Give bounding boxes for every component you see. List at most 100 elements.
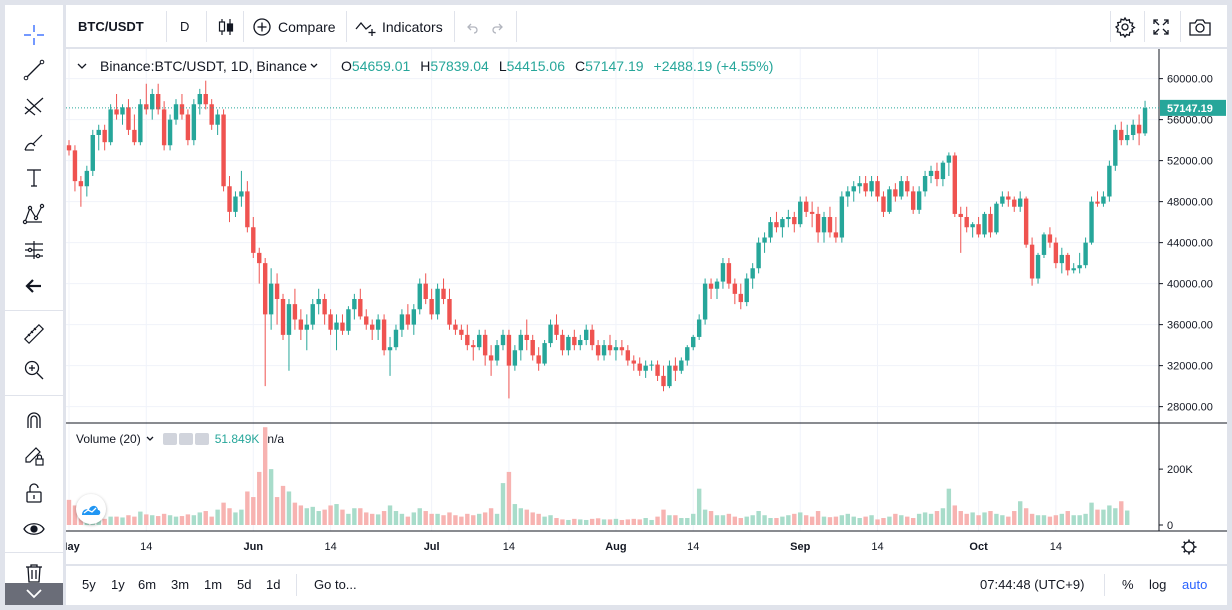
- volume-bar: [1059, 513, 1065, 525]
- hide-study-icon[interactable]: [162, 433, 177, 445]
- volume-bar: [756, 511, 761, 525]
- log-scale-button[interactable]: log: [1149, 566, 1166, 602]
- symbol-search-button[interactable]: BTC/USDT: [78, 5, 144, 48]
- volume-bar: [780, 516, 785, 525]
- candle-body: [191, 104, 197, 141]
- auto-scale-button[interactable]: auto: [1182, 566, 1207, 602]
- lock-drawings-pen-tool[interactable]: [19, 441, 49, 471]
- range-6m-button[interactable]: 6m: [138, 566, 156, 602]
- candle-body: [839, 196, 845, 238]
- volume-bar: [578, 519, 583, 525]
- volume-bar: [1119, 501, 1124, 525]
- go-to-date-button[interactable]: Go to...: [314, 566, 357, 602]
- percent-scale-button[interactable]: %: [1122, 566, 1134, 602]
- candle-body: [601, 345, 607, 356]
- crosshair-tool[interactable]: [19, 20, 49, 50]
- volume-bar: [1018, 501, 1023, 525]
- remove-drawings-tool[interactable]: [19, 558, 49, 588]
- volume-bar: [732, 516, 738, 525]
- candle-body: [934, 170, 940, 180]
- candle-body: [316, 299, 321, 305]
- candle-body: [447, 299, 452, 325]
- candle-body: [637, 363, 642, 371]
- snapshot-button[interactable]: [1188, 5, 1212, 48]
- high-value: 57839.04: [430, 58, 489, 74]
- redo-button[interactable]: [490, 5, 506, 48]
- unlock-icon: [26, 483, 42, 503]
- volume-bar: [274, 497, 280, 525]
- candle-body: [185, 114, 191, 141]
- text-tool[interactable]: [19, 163, 49, 193]
- candle-body: [215, 114, 220, 125]
- plus-circle-icon: [253, 17, 271, 36]
- volume-bar: [857, 518, 862, 525]
- compare-button[interactable]: Compare: [252, 5, 336, 48]
- candle-body: [387, 347, 393, 351]
- chevron-down-icon: [26, 589, 42, 599]
- toolbar-divider: [1144, 11, 1145, 42]
- toolbar-divider: [5, 395, 63, 396]
- indicators-button[interactable]: Indicators: [354, 5, 443, 48]
- remove-study-icon[interactable]: [194, 433, 209, 445]
- brush-tool[interactable]: [19, 127, 49, 157]
- chart-type-button[interactable]: [216, 5, 236, 48]
- chart-pane[interactable]: 60000.00 56000.00 52000.00 48000.00 44000.00…: [66, 49, 1227, 564]
- fib-tool[interactable]: [19, 91, 49, 121]
- timezone-button[interactable]: 07:44:48 (UTC+9): [980, 566, 1084, 602]
- lock-all-drawings-tool[interactable]: [19, 478, 49, 508]
- settings-button[interactable]: [1114, 5, 1136, 48]
- volume-bar: [536, 513, 541, 525]
- remove-tool[interactable]: [19, 271, 49, 301]
- volume-bar: [744, 516, 749, 525]
- volume-bar: [643, 518, 648, 525]
- range-3m-button[interactable]: 3m: [171, 566, 189, 602]
- candle-body: [150, 94, 155, 110]
- broker-logo[interactable]: [76, 494, 106, 524]
- collapse-toolbar-button[interactable]: [5, 583, 63, 605]
- brush-icon: [24, 134, 43, 151]
- time-tick-label: 14: [140, 541, 152, 553]
- zoom-tool[interactable]: [19, 355, 49, 385]
- chevron-down-icon[interactable]: [309, 61, 319, 71]
- candle-body: [696, 319, 702, 337]
- candle-body: [399, 314, 405, 330]
- volume-title[interactable]: Volume (20): [76, 432, 141, 446]
- prediction-tool[interactable]: [19, 235, 49, 265]
- pitchfork-icon: [24, 97, 44, 116]
- range-1m-button[interactable]: 1m: [204, 566, 222, 602]
- collapse-legend-icon[interactable]: [76, 60, 88, 72]
- pattern-tool[interactable]: [19, 199, 49, 229]
- volume-bar: [423, 511, 428, 525]
- volume-bar: [369, 513, 375, 525]
- measure-tool[interactable]: [19, 319, 49, 349]
- range-5y-button[interactable]: 5y: [82, 566, 96, 602]
- range-1d-button[interactable]: 1d: [266, 566, 280, 602]
- magnet-tool[interactable]: [19, 405, 49, 435]
- study-settings-icon[interactable]: [178, 433, 193, 445]
- interval-button[interactable]: D: [180, 5, 189, 48]
- candle-body: [268, 283, 274, 315]
- candle-body: [940, 162, 946, 180]
- candle-body: [161, 109, 167, 146]
- series-title[interactable]: Binance:BTC/USDT, 1D, Binance: [100, 58, 307, 74]
- candle-body: [471, 345, 476, 348]
- range-1y-button[interactable]: 1y: [111, 566, 125, 602]
- volume-bar: [952, 505, 958, 525]
- candle-body: [631, 360, 636, 364]
- hide-drawings-tool[interactable]: [19, 514, 49, 544]
- open-value-group: O54659.01: [341, 58, 410, 74]
- chevron-down-icon[interactable]: [145, 434, 155, 444]
- trend-line-tool[interactable]: [19, 55, 49, 85]
- candle-body: [346, 309, 351, 331]
- volume-bar: [679, 518, 684, 525]
- candle-body: [90, 135, 95, 171]
- gear-icon[interactable]: [1183, 541, 1195, 553]
- fullscreen-button[interactable]: [1151, 5, 1171, 48]
- range-5d-button[interactable]: 5d: [237, 566, 251, 602]
- candle-body: [619, 347, 625, 351]
- candle-body: [786, 217, 791, 220]
- price-chart[interactable]: 60000.00 56000.00 52000.00 48000.00 44000.00…: [66, 49, 1227, 564]
- candle-body: [167, 119, 173, 146]
- undo-button[interactable]: [464, 5, 480, 48]
- candle-body: [964, 217, 969, 228]
